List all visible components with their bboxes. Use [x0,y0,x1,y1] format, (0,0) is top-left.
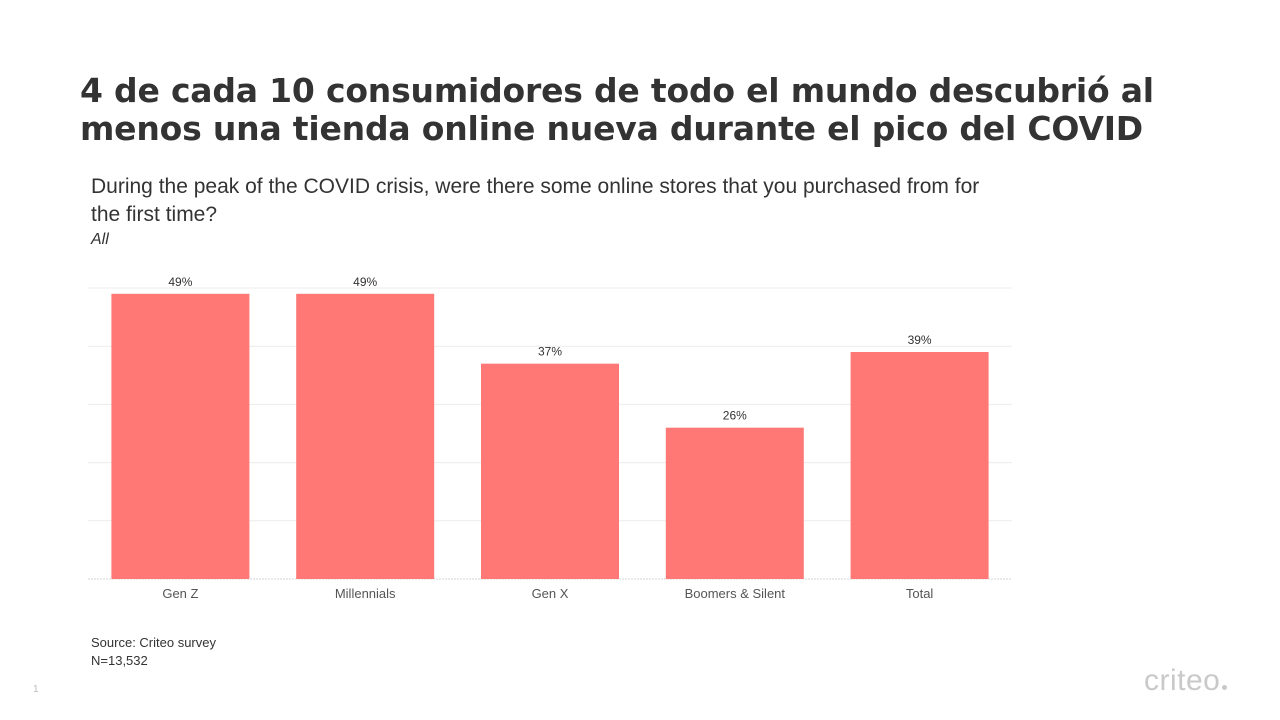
logo-text: criteo [1144,664,1221,697]
sample-size: N=13,532 [91,653,148,668]
value-labels: 49% 49% 37% 26% 39% [168,275,932,423]
bar [665,427,804,579]
logo-dot-icon [1222,685,1228,690]
value-label: 49% [168,275,192,289]
bar [296,293,435,579]
value-label: 26% [723,409,747,423]
value-label: 49% [353,275,377,289]
category-label: Gen Z [162,586,198,601]
bar [850,352,989,579]
bars [111,293,989,579]
slide-title: 4 de cada 10 consumidores de todo el mun… [80,71,1154,148]
category-label: Millennials [335,586,396,601]
page-number: 1 [33,684,39,695]
survey-question: During the peak of the COVID crisis, wer… [91,175,980,226]
bar [481,363,619,579]
respondent-subset: All [91,231,109,248]
source-note: Source: Criteo survey N=13,532 [91,634,216,670]
category-label: Total [906,586,934,601]
category-label: Boomers & Silent [685,586,786,601]
value-label: 39% [908,333,932,347]
category-label: Gen X [532,586,569,601]
category-labels: Gen Z Millennials Gen X Boomers & Silent Tot… [162,586,933,601]
source-line: Source: Criteo survey [91,635,216,650]
value-label: 37% [538,345,562,359]
criteo-logo: criteo [1144,664,1228,698]
bar [111,293,250,579]
